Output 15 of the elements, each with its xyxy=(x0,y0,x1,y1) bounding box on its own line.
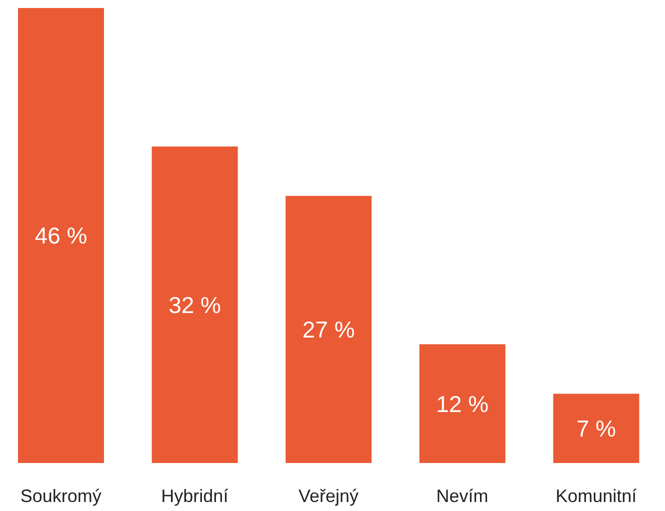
bar xyxy=(286,196,372,463)
x-tick-label: Hybridní xyxy=(161,486,228,506)
x-tick-label: Soukromý xyxy=(20,486,102,506)
data-label: 46 % xyxy=(34,222,88,249)
bar xyxy=(553,394,640,463)
bar xyxy=(152,146,238,463)
x-tick-label: Komunitní xyxy=(556,486,637,506)
bar xyxy=(18,8,104,463)
x-tick-label: Veřejný xyxy=(298,486,359,506)
data-label: 27 % xyxy=(302,316,355,343)
data-label: 7 % xyxy=(576,416,616,442)
bar xyxy=(419,344,506,463)
x-tick-label: Nevím xyxy=(436,486,488,506)
data-label: 12 % xyxy=(436,390,489,417)
data-label: 32 % xyxy=(168,292,222,318)
